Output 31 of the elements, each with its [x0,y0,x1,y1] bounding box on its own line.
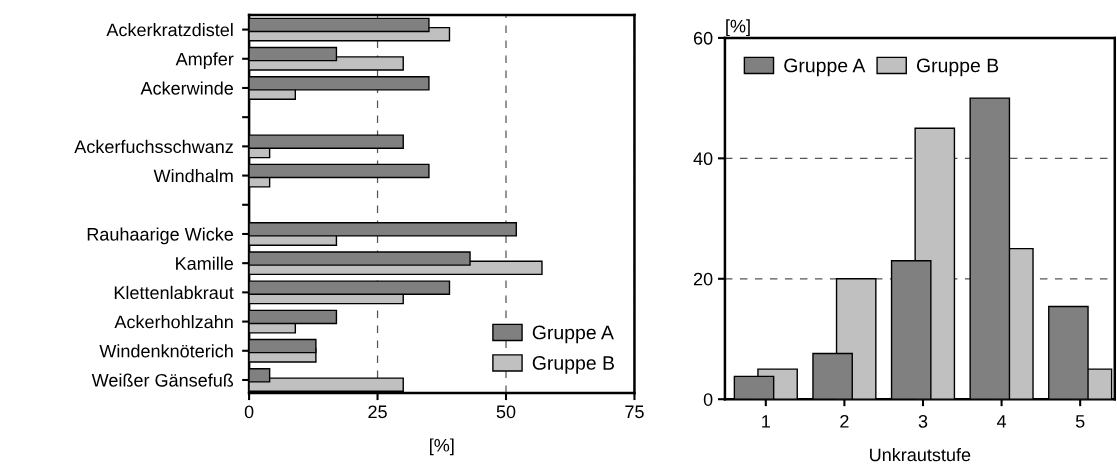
y-tick-label: Windhalm [153,169,233,183]
y-tick-label: Ackerwinde [140,81,234,95]
x-axis-title: Unkrautstufe [870,447,971,462]
legend-label: Gruppe A [784,58,866,77]
x-tick-label: 4 [996,415,1007,428]
y-tick-label: 0 [703,393,713,406]
x-tick-label: 75 [625,405,644,419]
y-tick-label: Ackerfuchsschwanz [74,139,233,154]
y-tick-label: Ampfer [175,52,234,70]
y-tick-label: Windenknöterich [99,344,233,358]
y-tick-label: Ackerkratzdistel [106,23,233,37]
y-tick-label: Kamille [176,256,234,270]
x-tick-label: 25 [368,405,387,419]
y-tick-label: Ackerhohlzahn [114,315,233,329]
x-tick-label: 0 [244,405,254,419]
y-tick-label: Weißer Gänsefuß [91,373,234,387]
x-tick-label: 3 [918,414,928,428]
x-tick-label: 2 [840,414,849,428]
y-axis-title: [%] [726,19,750,37]
x-tick-label: 5 [1075,415,1085,428]
y-tick-label: 60 [693,31,713,45]
legend-label: Gruppe B [532,356,614,374]
x-axis-title: [%] [430,438,454,456]
legend-label: Gruppe A [532,325,614,344]
legend-label: Gruppe B [916,58,999,77]
y-tick-label: Klettenlabkraut [114,285,234,300]
y-tick-label: 20 [693,272,713,286]
y-tick-label: Rauhaarige Wicke [87,227,234,245]
y-tick-label: 40 [693,152,713,166]
x-tick-label: 50 [496,405,516,419]
x-tick-label: 1 [762,415,770,428]
